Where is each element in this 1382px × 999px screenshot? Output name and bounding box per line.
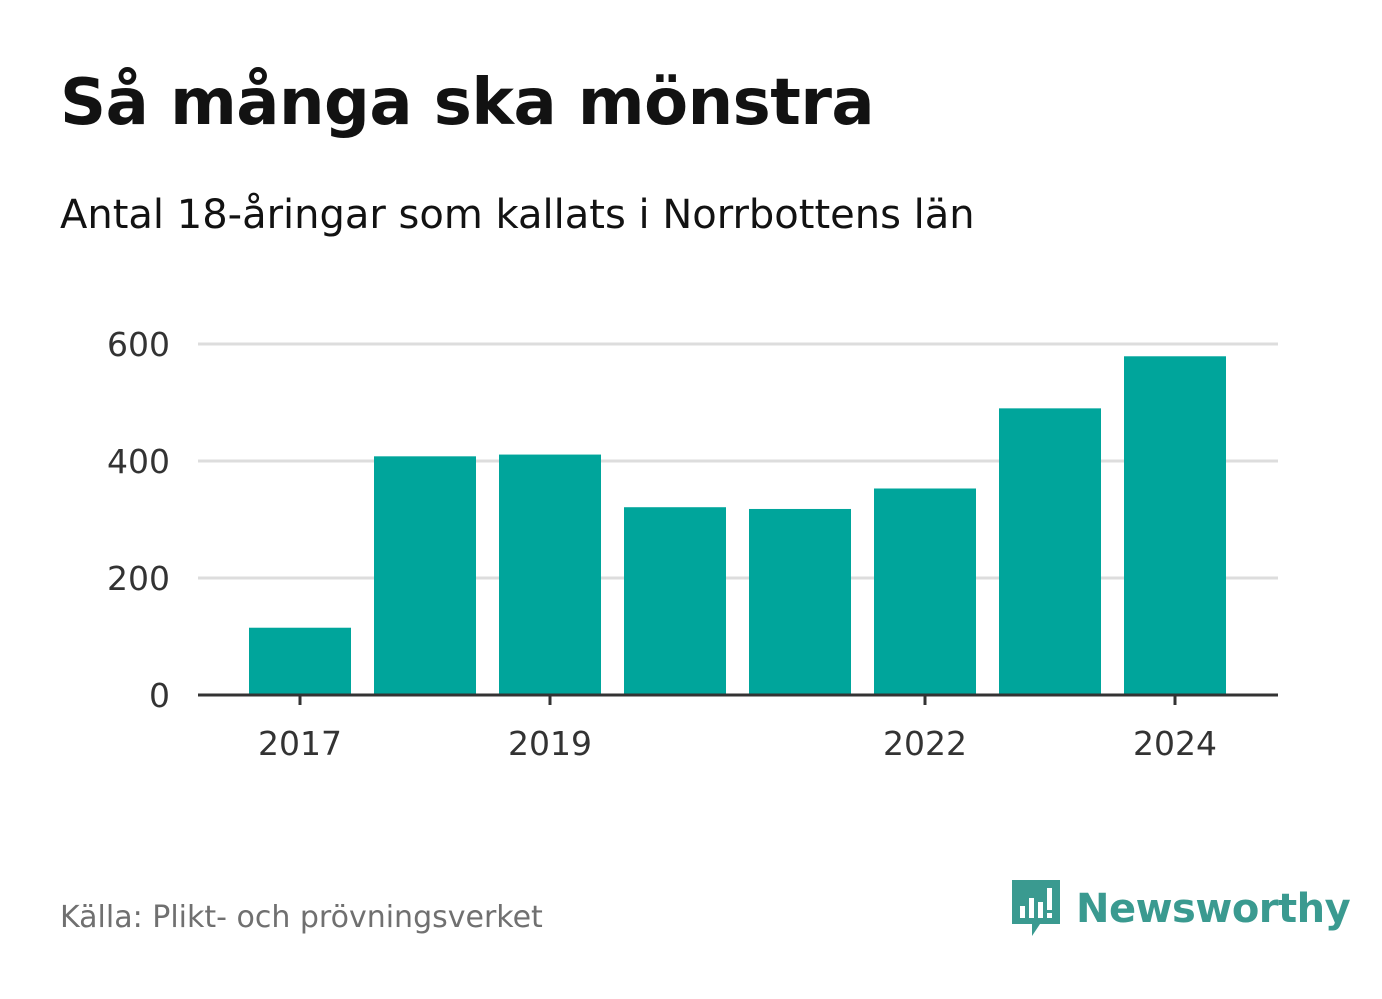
bar-2018 bbox=[374, 456, 476, 695]
newsworthy-logo-icon bbox=[1012, 880, 1060, 936]
brand-name: Newsworthy bbox=[1076, 886, 1351, 932]
chart-title: Så många ska mönstra bbox=[60, 66, 875, 140]
x-tick-label: 2019 bbox=[508, 724, 592, 763]
x-tick-label: 2024 bbox=[1133, 724, 1217, 763]
y-tick-label: 600 bbox=[107, 325, 170, 364]
bar-2019 bbox=[499, 454, 601, 695]
y-tick-label: 0 bbox=[149, 676, 170, 715]
x-axis-ticks: 2017 2019 2022 2024 bbox=[258, 695, 1217, 763]
chart-subtitle: Antal 18-åringar som kallats i Norrbotte… bbox=[60, 192, 975, 238]
bar-2021 bbox=[749, 508, 851, 695]
y-tick-label: 400 bbox=[107, 442, 170, 481]
bar-2020 bbox=[624, 507, 726, 695]
brand-logo: Newsworthy bbox=[1010, 878, 1351, 940]
bar-2017 bbox=[249, 627, 351, 695]
y-tick-label: 200 bbox=[107, 559, 170, 598]
source-note: Källa: Plikt- och prövningsverket bbox=[60, 900, 543, 935]
grid-lines bbox=[198, 342, 1278, 580]
x-tick-label: 2017 bbox=[258, 724, 342, 763]
y-axis-ticks: 0 200 400 600 bbox=[107, 325, 170, 715]
bars bbox=[249, 356, 1226, 695]
x-tick-label: 2022 bbox=[883, 724, 967, 763]
bar-2023 bbox=[999, 408, 1101, 695]
bar-2022 bbox=[874, 488, 976, 695]
bar-2024 bbox=[1124, 356, 1226, 695]
